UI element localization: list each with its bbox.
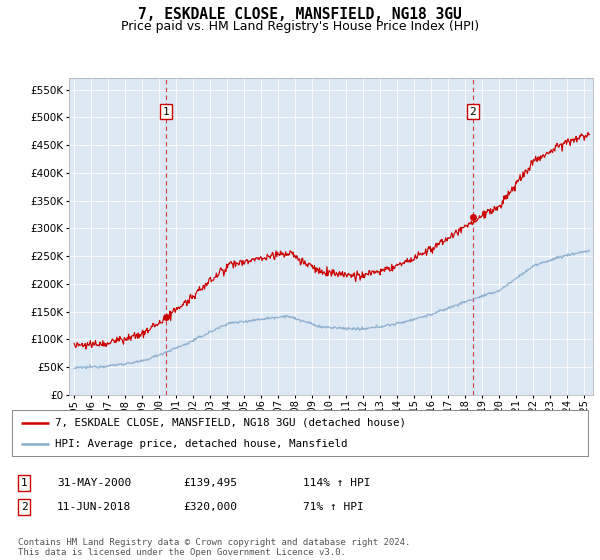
Text: 2: 2 [469,107,476,116]
Text: HPI: Average price, detached house, Mansfield: HPI: Average price, detached house, Mans… [55,439,348,449]
Text: 7, ESKDALE CLOSE, MANSFIELD, NG18 3GU (detached house): 7, ESKDALE CLOSE, MANSFIELD, NG18 3GU (d… [55,418,406,428]
Text: 1: 1 [20,478,28,488]
Text: 1: 1 [163,107,169,116]
Text: 31-MAY-2000: 31-MAY-2000 [57,478,131,488]
Text: 114% ↑ HPI: 114% ↑ HPI [303,478,371,488]
Text: 71% ↑ HPI: 71% ↑ HPI [303,502,364,512]
Text: £320,000: £320,000 [183,502,237,512]
Text: Price paid vs. HM Land Registry's House Price Index (HPI): Price paid vs. HM Land Registry's House … [121,20,479,32]
Text: 2: 2 [20,502,28,512]
Text: Contains HM Land Registry data © Crown copyright and database right 2024.
This d: Contains HM Land Registry data © Crown c… [18,538,410,557]
Text: 7, ESKDALE CLOSE, MANSFIELD, NG18 3GU: 7, ESKDALE CLOSE, MANSFIELD, NG18 3GU [138,7,462,22]
Text: 11-JUN-2018: 11-JUN-2018 [57,502,131,512]
Text: £139,495: £139,495 [183,478,237,488]
